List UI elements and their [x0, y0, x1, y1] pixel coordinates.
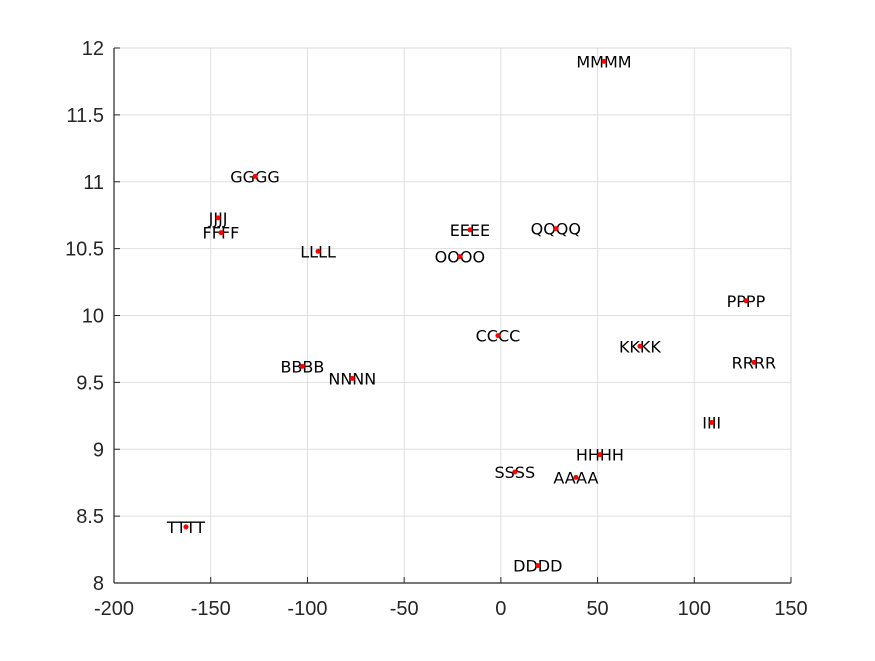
- data-point: KKKK: [619, 337, 661, 356]
- data-point: JJJJ: [208, 209, 228, 228]
- point-marker: [597, 452, 603, 458]
- point-marker: [743, 298, 749, 304]
- data-point: HHHH: [576, 446, 624, 465]
- x-axis-ticks: -200 -150 -100 -50 0 50 100 150: [94, 577, 808, 620]
- data-point: DDDD: [513, 557, 562, 576]
- x-tick-label: -50: [390, 598, 419, 620]
- point-marker: [457, 254, 463, 260]
- point-marker: [183, 524, 189, 530]
- point-marker: [349, 375, 355, 381]
- data-point: QQQQ: [531, 220, 581, 239]
- y-tick-label: 10.5: [65, 239, 104, 261]
- point-marker: [252, 173, 258, 179]
- data-point: BBBB: [280, 357, 324, 376]
- point-marker: [751, 359, 757, 365]
- data-point: RRRR: [732, 353, 776, 372]
- data-point: PPPP: [727, 292, 766, 311]
- point-marker: [299, 363, 305, 369]
- data-point: OOOO: [435, 248, 485, 267]
- data-point: LLLL: [300, 242, 336, 261]
- point-marker: [467, 227, 473, 233]
- point-marker: [512, 469, 518, 475]
- data-point: AAAA: [553, 468, 598, 487]
- y-tick-label: 11: [83, 172, 104, 194]
- x-tick-label: 50: [586, 598, 608, 620]
- y-tick-label: 10: [82, 306, 104, 328]
- x-tick-label: 150: [774, 598, 807, 620]
- data-point: NNNN: [328, 369, 376, 388]
- data-point: EEEE: [450, 221, 490, 240]
- x-tick-label: -150: [191, 598, 231, 620]
- y-axis-ticks: 8 8.5 9 9.5 10 10.5 11 11.5 12: [65, 38, 120, 595]
- data-point: IIII: [702, 414, 721, 433]
- point-marker: [637, 343, 643, 349]
- x-tick-label: 0: [495, 598, 506, 620]
- x-tick-label: -100: [287, 598, 327, 620]
- data-point: CCCC: [476, 327, 521, 346]
- point-marker: [218, 230, 224, 236]
- point-marker: [215, 215, 221, 221]
- y-tick-label: 8: [93, 573, 104, 595]
- point-marker: [709, 420, 715, 425]
- x-tick-label: -200: [94, 598, 134, 620]
- data-point: MMMM: [576, 52, 631, 71]
- data-points: AAAA BBBB CCCC DDDD EEEE FFFF GGGG HHHH IIII JJJJ…: [166, 52, 776, 575]
- data-point: SSSS: [494, 463, 535, 482]
- data-point: FFFF: [203, 224, 240, 243]
- y-tick-label: 12: [82, 38, 104, 60]
- x-tick-label: 100: [678, 598, 711, 620]
- y-tick-label: 9: [93, 439, 104, 461]
- point-marker: [573, 474, 579, 480]
- point-marker: [553, 226, 559, 232]
- data-point: GGGG: [230, 167, 280, 186]
- y-tick-label: 8.5: [76, 506, 104, 528]
- y-tick-label: 9.5: [76, 372, 104, 394]
- data-point: TTTT: [166, 518, 205, 537]
- point-marker: [315, 248, 321, 254]
- grid: [113, 47, 792, 584]
- point-marker: [495, 333, 501, 339]
- point-marker: [535, 563, 541, 569]
- y-tick-label: 11.5: [67, 105, 104, 127]
- point-marker: [601, 58, 607, 64]
